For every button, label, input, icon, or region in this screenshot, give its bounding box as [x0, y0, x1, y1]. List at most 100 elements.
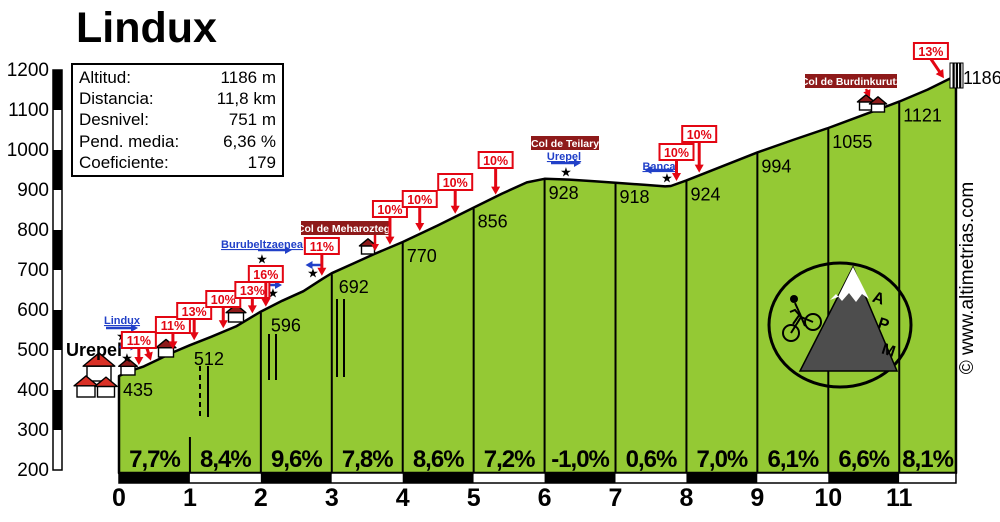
- altitude-label: 692: [339, 277, 369, 297]
- x-axis-label: 5: [467, 484, 481, 512]
- gradient-label: -1,0%: [551, 446, 609, 473]
- house-icon: [157, 347, 175, 358]
- flag-arrow-icon: [134, 357, 144, 365]
- x-axis-bar-segment: [615, 473, 687, 483]
- altitude-label: 928: [549, 183, 579, 203]
- info-label: Altitud:: [79, 68, 131, 87]
- house-roof-icon: [94, 376, 118, 388]
- flag-arrow-icon: [189, 332, 199, 341]
- col-arrow-icon: [863, 88, 871, 97]
- x-axis-bar-segment: [331, 473, 403, 483]
- gradient-flag: [912, 42, 949, 60]
- col-marker-label: Col de Meharoztegi: [297, 223, 393, 235]
- flag-arrow-icon: [694, 164, 704, 173]
- direction-left-arrow-icon: [644, 166, 652, 174]
- logo-letter: A: [870, 289, 887, 309]
- gradient-label: 7,2%: [484, 446, 535, 473]
- logo-snowcap-icon: [830, 267, 869, 302]
- y-axis-bar: [52, 69, 63, 471]
- direction-left-arrow-icon: [305, 261, 313, 269]
- y-axis-bar-segment: [53, 310, 62, 350]
- x-axis-bar: [118, 472, 957, 484]
- y-axis-bar-segment: [53, 110, 62, 150]
- info-value: 751 m: [228, 110, 276, 130]
- profile-area: [117, 74, 958, 475]
- info-value: 11,8 km: [216, 89, 276, 109]
- x-axis-label: 8: [679, 484, 693, 512]
- gradient-flag: [154, 316, 191, 334]
- x-axis-bar-segment: [899, 473, 956, 483]
- gradient-label: 6,6%: [838, 446, 889, 473]
- direction-right-arrow-icon: [131, 324, 138, 332]
- house-roof-icon: [118, 357, 138, 368]
- x-axis-bar-segment: [544, 473, 616, 483]
- altitude-label: 435: [123, 380, 153, 400]
- gradient-flag: [401, 190, 438, 208]
- altitude-label: 1121: [903, 106, 942, 126]
- x-axis-label: 4: [396, 484, 410, 512]
- info-value: 179: [247, 152, 276, 172]
- gradient-flag-label: 10%: [687, 128, 712, 142]
- col-marker: [805, 74, 897, 88]
- x-axis-bar-segment: [119, 473, 190, 483]
- col-marker-label: Col de Teilary: [531, 138, 599, 150]
- info-label: Desnivel:: [79, 110, 149, 130]
- info-value: 6,36 %: [223, 131, 276, 151]
- gradient-label: 8,1%: [902, 446, 953, 473]
- logo-cyclist-icon: [782, 324, 800, 342]
- y-axis-label: 400: [17, 380, 49, 401]
- flag-arrow-icon: [491, 186, 501, 195]
- house-roof-icon: [225, 303, 247, 314]
- house-icon: [870, 103, 886, 113]
- col-marker: [531, 136, 599, 150]
- house-icon: [120, 365, 136, 376]
- x-axis-label: 3: [325, 484, 339, 512]
- gradient-flag: [477, 151, 514, 169]
- gradient-flag: [120, 331, 157, 349]
- y-axis-label: 700: [17, 260, 49, 281]
- logo-cyclist-icon: [790, 295, 798, 303]
- gradient-flag-label: 10%: [664, 146, 689, 160]
- summit-altitude-label: 1186: [963, 68, 1000, 88]
- place-label: Lindux: [104, 315, 141, 327]
- house-icon: [96, 385, 116, 398]
- logo-cyclist-icon: [799, 313, 806, 327]
- flag-arrow-icon: [385, 236, 395, 245]
- waypoint-star-icon: ★: [267, 286, 279, 301]
- altitude-label: 856: [478, 212, 508, 232]
- altitude-label: 512: [194, 349, 224, 369]
- gradient-flag: [247, 265, 284, 283]
- gradient-flag-label: 10%: [377, 203, 402, 217]
- gradient-label: 6,1%: [767, 446, 818, 473]
- place-label: Urepel: [547, 151, 581, 163]
- flag-arrow-icon: [247, 305, 257, 314]
- gradient-flag-label: 10%: [483, 154, 508, 168]
- gradient-flag-label: 13%: [182, 305, 207, 319]
- x-axis-label: 11: [886, 484, 913, 512]
- gradient-flag-label: 11%: [127, 334, 151, 348]
- waypoint-star-icon: ★: [661, 171, 673, 186]
- altitude-label: 918: [620, 187, 650, 207]
- y-axis-bar-segment: [53, 430, 62, 470]
- flag-arrow-icon: [415, 223, 425, 231]
- x-axis-label: 0: [112, 484, 126, 512]
- house-roof-icon: [82, 352, 116, 367]
- gradient-flag: [303, 237, 340, 255]
- info-label: Coeficiente:: [79, 152, 169, 172]
- y-axis-label: 500: [17, 340, 49, 361]
- x-axis-bar-segment: [686, 473, 758, 483]
- altitude-label: 924: [690, 184, 720, 204]
- altitude-label: 1055: [832, 132, 872, 152]
- x-axis-label: 9: [750, 484, 764, 512]
- gradient-label: 7,7%: [129, 446, 180, 473]
- waypoint-star-icon: ★: [307, 266, 319, 281]
- y-axis-label: 300: [17, 420, 49, 441]
- info-row: Desnivel: 751 m: [73, 109, 282, 130]
- y-axis-label: 1000: [7, 140, 49, 161]
- info-label: Distancia:: [79, 89, 154, 109]
- info-row: Altitud: 1186 m: [73, 67, 282, 88]
- flag-arrow-icon: [168, 341, 178, 350]
- gradient-label: 7,8%: [342, 446, 393, 473]
- gradient-flag-label: 11%: [161, 319, 185, 333]
